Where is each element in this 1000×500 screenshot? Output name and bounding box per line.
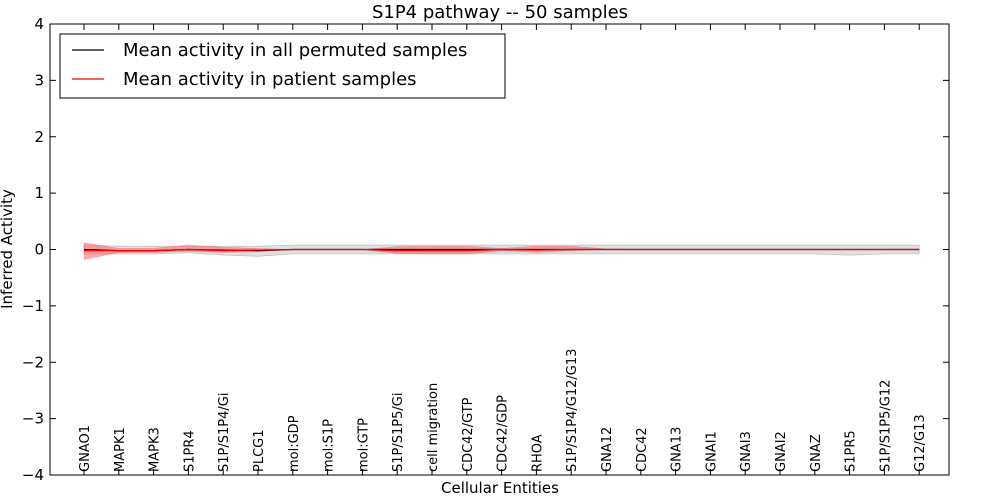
legend-box: [59, 33, 506, 99]
y-tick-label: −4: [22, 466, 44, 484]
x-tick-label: S1P/S1P5/Gi: [391, 393, 406, 472]
x-tick-label: PLCG1: [252, 429, 267, 472]
x-tick-label: S1P/S1P4/G12/G13: [565, 349, 580, 472]
x-tick-label: GNA13: [670, 427, 685, 472]
y-tick-label: −1: [22, 297, 44, 315]
x-tick-label: G12/G13: [913, 414, 928, 472]
x-tick-label: RHOA: [530, 434, 545, 472]
line-patient: [84, 248, 920, 252]
x-tick-label: GNAI3: [739, 431, 754, 472]
x-tick-label: GNAI2: [774, 431, 789, 472]
y-axis-ticks: 4 3 2 1 0 −1 −2 −3 −4: [22, 15, 949, 484]
x-tick-label: cell migration: [426, 383, 441, 472]
x-tick-label: CDC42/GTP: [461, 397, 476, 472]
x-tick-label: MAPK1: [113, 427, 128, 472]
x-tick-label: GNAO1: [78, 425, 93, 472]
x-tick-label: S1P/S1P5/G12: [878, 380, 893, 472]
x-tick-label: S1PR4: [182, 430, 197, 472]
x-tick-label: CDC42/GDP: [496, 395, 511, 472]
y-tick-label: −2: [22, 353, 44, 371]
legend-label-permuted: Mean activity in all permuted samples: [123, 40, 467, 61]
x-tick-label: S1PR5: [844, 430, 859, 472]
y-tick-label: 3: [34, 71, 44, 89]
x-tick-label: MAPK3: [148, 427, 163, 472]
x-axis-ticks: GNAO1 MAPK1 MAPK3 S1PR4 S1P/S1P4/Gi PLCG1 mol:…: [78, 24, 928, 475]
x-tick-label: mol:GDP: [287, 415, 302, 472]
x-tick-label: CDC42: [635, 427, 650, 472]
x-tick-label: GNA12: [600, 427, 615, 472]
y-tick-label: 1: [34, 184, 44, 202]
x-tick-label: mol:S1P: [322, 419, 337, 472]
x-tick-label: S1P/S1P4/Gi: [217, 393, 232, 472]
legend-label-patient: Mean activity in patient samples: [123, 69, 417, 90]
series-lines: [83, 248, 920, 252]
y-axis-label: Inferred Activity: [0, 189, 16, 309]
x-tick-label: GNAI1: [704, 431, 719, 472]
legend: Mean activity in all permuted samples Me…: [59, 33, 506, 99]
y-tick-label: −3: [22, 410, 44, 428]
x-axis-label: Cellular Entities: [441, 479, 559, 497]
x-tick-label: GNAZ: [809, 434, 824, 472]
y-tick-label: 0: [34, 241, 44, 259]
y-tick-label: 2: [34, 128, 44, 146]
x-tick-label: mol:GTP: [356, 418, 371, 472]
y-tick-label: 4: [34, 15, 44, 33]
chart-title: S1P4 pathway -- 50 samples: [372, 2, 628, 23]
